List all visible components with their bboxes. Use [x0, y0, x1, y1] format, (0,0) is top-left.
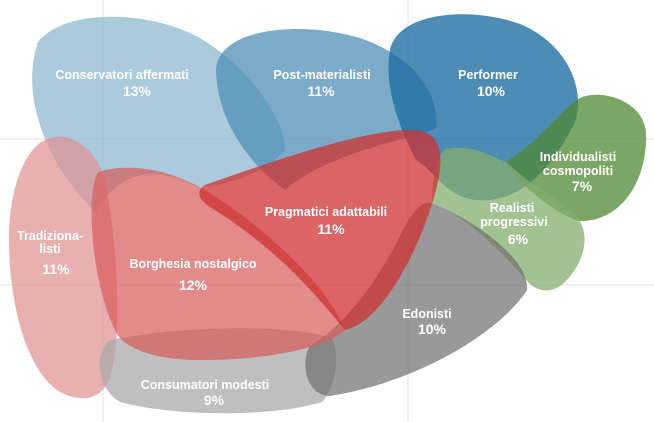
shape-borghesia-nostalgico[interactable]: [91, 167, 346, 360]
shape-individualisti-cosmopoliti[interactable]: [506, 94, 647, 222]
label-tradizionalisti: Tradiziona- listi 11%: [17, 229, 83, 277]
segment-name: Individualisti: [540, 150, 616, 164]
label-borghesia-nostalgico: Borghesia nostalgico 12%: [129, 257, 256, 293]
segment-percent: 6%: [508, 231, 529, 247]
segment-percent: 10%: [477, 83, 506, 99]
segment-name: progressivi: [480, 215, 547, 229]
segment-percent: 10%: [418, 321, 447, 337]
shape-realisti-progressivi[interactable]: [432, 147, 585, 291]
segment-percent: 7%: [572, 178, 593, 194]
segment-name: Conservatori affermati: [55, 68, 188, 82]
shape-edonisti[interactable]: [305, 202, 528, 396]
segment-name: Realisti: [490, 201, 534, 215]
shape-tradizionalisti[interactable]: [9, 136, 118, 399]
segment-name: Edonisti: [402, 307, 451, 321]
segment-name: Borghesia nostalgico: [129, 257, 256, 271]
segment-name: Consumatori modesti: [141, 378, 270, 392]
label-post-materialisti: Post-materialisti 11%: [273, 68, 370, 99]
label-performer: Performer 10%: [458, 68, 518, 99]
segment-name: Performer: [458, 68, 518, 82]
segment-name: listi: [39, 242, 61, 256]
segment-percent: 11%: [317, 221, 345, 237]
segment-name: Tradiziona-: [17, 229, 83, 243]
shape-post-materialisti[interactable]: [216, 28, 437, 190]
label-consumatori-modesti: Consumatori modesti 9%: [141, 378, 270, 408]
label-edonisti: Edonisti 10%: [402, 307, 451, 337]
label-realisti-progressivi: Realisti progressivi 6%: [480, 201, 547, 247]
segment-name: Pragmatici adattabili: [265, 205, 387, 219]
segment-percent: 12%: [179, 277, 208, 293]
segment-percent: 13%: [123, 83, 152, 99]
label-conservatori-affermati: Conservatori affermati 13%: [55, 68, 188, 99]
label-individualisti-cosmopoliti: Individualisti cosmopoliti 7%: [540, 150, 616, 194]
segment-percent: 11%: [307, 83, 335, 99]
segment-name: cosmopoliti: [543, 164, 613, 178]
segment-percent: 11%: [42, 261, 70, 277]
segment-percent: 9%: [204, 392, 225, 408]
shape-pragmatici-adattabili[interactable]: [199, 130, 441, 330]
segment-name: Post-materialisti: [273, 68, 370, 82]
label-pragmatici-adattabili: Pragmatici adattabili 11%: [265, 205, 387, 237]
